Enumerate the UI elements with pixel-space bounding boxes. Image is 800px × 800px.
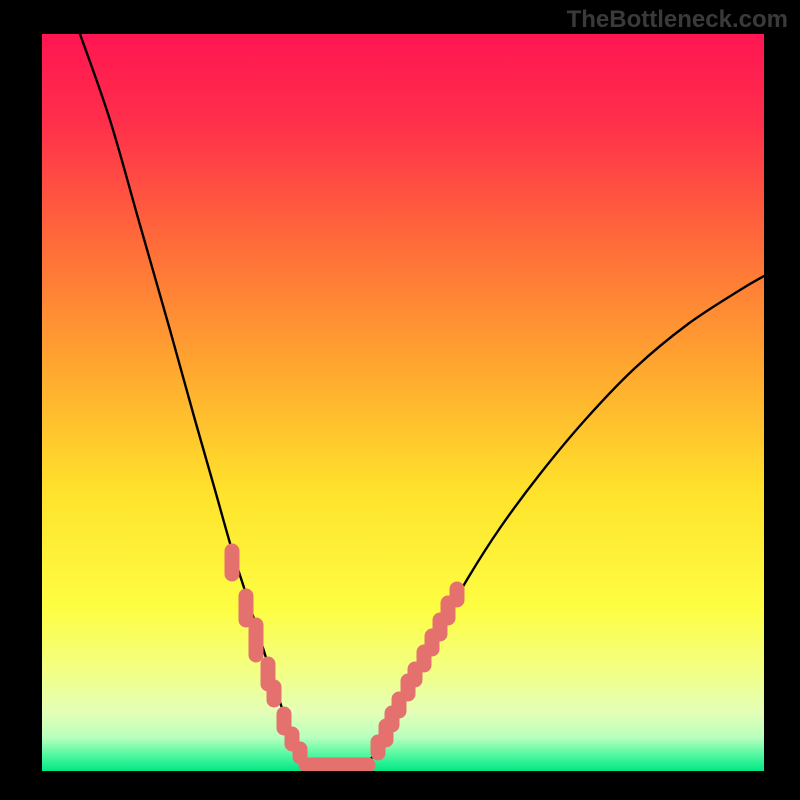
curve-marker — [225, 544, 240, 582]
curve-marker — [267, 680, 282, 708]
watermark-label: TheBottleneck.com — [567, 6, 788, 34]
curve-marker — [299, 758, 376, 773]
plot-area-gradient — [42, 34, 764, 771]
curve-marker — [450, 582, 465, 608]
curve-marker — [249, 618, 264, 663]
stage: TheBottleneck.com — [0, 0, 800, 800]
chart-svg — [0, 0, 800, 800]
